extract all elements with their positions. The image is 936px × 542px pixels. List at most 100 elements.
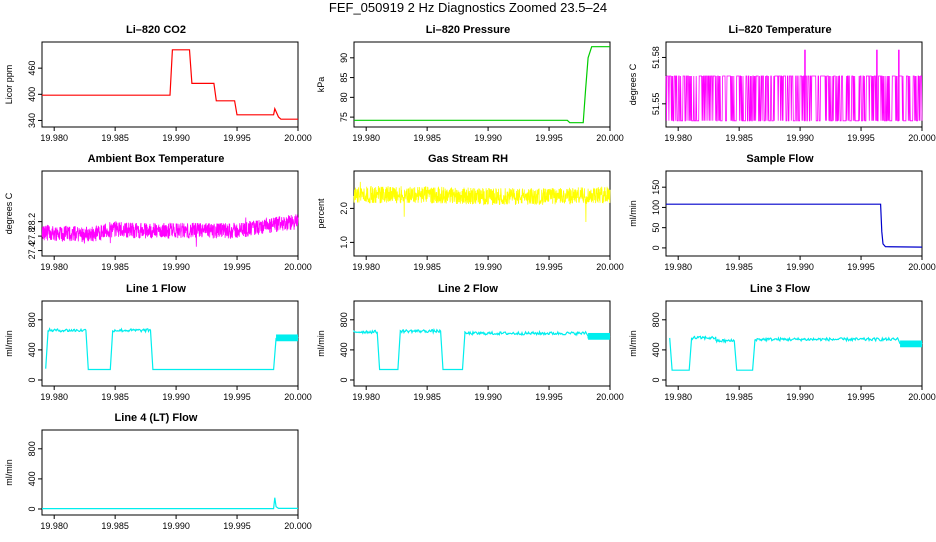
y-axis-label: ml/min — [628, 200, 638, 227]
y-tick-label: 51.58 — [651, 46, 661, 69]
x-tick-label: 19.985 — [413, 262, 441, 272]
panel-rh: Gas Stream RH 19.980 19.985 19.990 19.995 20.… — [312, 153, 624, 283]
panel-line3: Line 3 Flow 19.980 19.985 19.990 19.995 20.00… — [624, 283, 936, 413]
x-tick-label: 20.000 — [596, 262, 624, 272]
x-tick-label: 19.980 — [352, 392, 380, 402]
x-tick-label: 19.995 — [847, 133, 875, 143]
y-tick-label: 100 — [651, 200, 661, 215]
y-axis-label: percent — [316, 198, 326, 229]
y-axis-label: ml/min — [4, 459, 14, 486]
y-tick-label: 2.0 — [339, 202, 349, 215]
panel-sampleflow: Sample Flow 19.980 19.985 19.990 19.995 20.00… — [624, 153, 936, 283]
x-tick-label: 19.985 — [725, 392, 753, 402]
x-tick-label: 19.980 — [352, 262, 380, 272]
y-tick-label: 800 — [651, 312, 661, 327]
x-tick-label: 19.985 — [725, 262, 753, 272]
flow-band — [276, 334, 298, 342]
x-tick-label: 19.995 — [535, 133, 563, 143]
series-line-co2 — [42, 49, 298, 120]
chart-li820temp: 19.980 19.985 19.990 19.995 20.000 51.55 51.58… — [628, 41, 936, 143]
x-tick-label: 19.980 — [40, 521, 68, 531]
x-tick-label: 19.995 — [223, 133, 251, 143]
panel-title-line1: Line 1 Flow — [126, 283, 186, 295]
plot-frame — [41, 429, 299, 516]
plot-frame — [41, 170, 299, 257]
chart-co2: 19.980 19.985 19.990 19.995 20.000 340 400 460 L… — [4, 41, 312, 143]
x-tick-label: 19.980 — [40, 133, 68, 143]
x-tick-label: 19.980 — [40, 262, 68, 272]
series-line-line4 — [42, 497, 298, 510]
panel-line2: Line 2 Flow 19.980 19.985 19.990 19.995 20.00… — [312, 283, 624, 413]
x-tick-label: 19.985 — [101, 262, 129, 272]
panel-title-boxtemp: Ambient Box Temperature — [87, 153, 225, 165]
series-line-sampleflow — [666, 203, 923, 248]
series-line-line2 — [353, 327, 611, 371]
plot-frame — [665, 170, 923, 257]
y-tick-label: 800 — [27, 312, 37, 327]
x-tick-label: 19.980 — [352, 133, 380, 143]
x-tick-label: 19.990 — [786, 133, 814, 143]
x-tick-label: 19.980 — [664, 262, 692, 272]
x-tick-label: 19.990 — [162, 392, 190, 402]
chart-line3: 19.980 19.985 19.990 19.995 20.000 0 400 800 ml/… — [628, 300, 936, 402]
y-tick-label: 400 — [27, 342, 37, 357]
panel-boxtemp: Ambient Box Temperature 19.980 19.985 19.99… — [0, 153, 312, 283]
panel-title-rh: Gas Stream RH — [427, 153, 509, 165]
x-tick-label: 19.985 — [413, 133, 441, 143]
panel-line1: Line 1 Flow 19.980 19.985 19.990 19.995 20.00… — [0, 283, 312, 413]
panel-pressure: Li–820 Pressure 19.980 19.985 19.990 19.995 2… — [312, 24, 624, 154]
y-tick-label: 80 — [339, 92, 349, 102]
x-tick-label: 19.980 — [664, 133, 692, 143]
y-tick-label: 400 — [339, 342, 349, 357]
y-tick-label: 28.2 — [27, 213, 37, 231]
x-tick-label: 19.990 — [474, 262, 502, 272]
flow-band — [900, 340, 922, 348]
y-tick-label: 50 — [651, 223, 661, 233]
y-tick-label: 0 — [27, 377, 37, 382]
series-line-boxtemp — [41, 214, 299, 247]
y-tick-label: 0 — [651, 245, 661, 250]
chart-boxtemp: 19.980 19.985 19.990 19.995 20.000 27.427.828… — [4, 170, 312, 272]
chart-sampleflow: 19.980 19.985 19.990 19.995 20.000 0 50 100 150 m… — [628, 170, 936, 272]
x-tick-label: 20.000 — [284, 262, 312, 272]
x-tick-label: 20.000 — [284, 392, 312, 402]
series-line-li820temp — [665, 75, 923, 122]
y-tick-label: 0 — [651, 377, 661, 382]
plot-frame — [353, 300, 611, 387]
x-tick-label: 19.995 — [223, 262, 251, 272]
panel-title-li820temp: Li–820 Temperature — [728, 24, 832, 36]
x-tick-label: 19.990 — [162, 133, 190, 143]
y-tick-label: 0 — [27, 506, 37, 511]
x-tick-label: 20.000 — [908, 392, 936, 402]
y-axis-label: degrees C — [628, 63, 638, 105]
x-tick-label: 19.980 — [40, 392, 68, 402]
series-line-rh — [353, 181, 611, 223]
x-tick-label: 20.000 — [284, 521, 312, 531]
panel-title-sampleflow: Sample Flow — [746, 153, 814, 165]
y-axis-label: ml/min — [316, 330, 326, 357]
y-tick-label: 800 — [339, 312, 349, 327]
x-tick-label: 19.995 — [847, 392, 875, 402]
chart-line4: 19.980 19.985 19.990 19.995 20.000 0 400 800 ml/… — [4, 429, 312, 531]
y-axis-label: degrees C — [4, 192, 14, 234]
x-tick-label: 19.985 — [101, 133, 129, 143]
chart-pressure: 19.980 19.985 19.990 19.995 20.000 75 80 85 90 kP… — [316, 41, 624, 143]
y-tick-label: 400 — [27, 471, 37, 486]
panel-title-pressure: Li–820 Pressure — [425, 24, 511, 36]
x-tick-label: 20.000 — [284, 133, 312, 143]
x-tick-label: 19.990 — [474, 392, 502, 402]
y-tick-label: 0 — [339, 377, 349, 382]
panel-line4: Line 4 (LT) Flow 19.980 19.985 19.990 19.995… — [0, 412, 312, 542]
y-tick-label: 51.55 — [651, 93, 661, 116]
y-tick-label: 340 — [27, 113, 37, 128]
y-axis-label: ml/min — [4, 330, 14, 357]
x-tick-label: 20.000 — [908, 133, 936, 143]
y-tick-label: 90 — [339, 53, 349, 63]
series-line-line3 — [669, 335, 923, 371]
y-axis-label: Licor ppm — [4, 65, 14, 105]
panel-co2: Li–820 CO2 19.980 19.985 19.990 19.995 20.000… — [0, 24, 312, 154]
x-tick-label: 19.995 — [535, 262, 563, 272]
y-tick-label: 27.8 — [27, 227, 37, 245]
x-tick-label: 19.990 — [162, 262, 190, 272]
y-tick-label: 27.4 — [27, 242, 37, 260]
